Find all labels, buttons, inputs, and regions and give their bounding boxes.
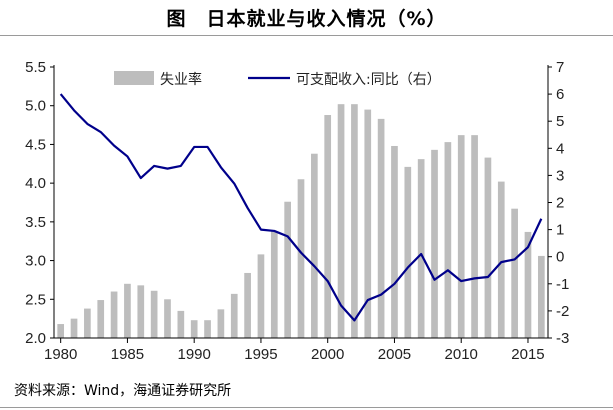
unemployment-bar bbox=[471, 135, 478, 338]
unemployment-bar bbox=[311, 153, 318, 338]
unemployment-bar bbox=[444, 142, 452, 338]
left-tick-label: 3.0 bbox=[25, 253, 46, 270]
unemployment-bar bbox=[391, 145, 398, 338]
unemployment-bar bbox=[284, 201, 291, 338]
unemployment-bar bbox=[110, 291, 118, 338]
unemployment-bar bbox=[364, 109, 372, 338]
unemployment-bar bbox=[190, 320, 198, 338]
legend-swatch-unemployment bbox=[114, 71, 154, 85]
unemployment-bar bbox=[124, 283, 131, 338]
left-tick-label: 2.5 bbox=[25, 291, 46, 308]
left-tick-label: 3.5 bbox=[25, 214, 46, 231]
title-rule bbox=[0, 35, 613, 36]
source-note: 资料来源：Wind，海通证券研究所 bbox=[14, 383, 232, 399]
unemployment-bar bbox=[97, 300, 105, 338]
unemployment-bar bbox=[324, 115, 332, 338]
legend-label-income: 可支配收入:同比（右） bbox=[296, 72, 441, 88]
right-tick-label: 6 bbox=[556, 86, 564, 103]
unemployment-bar bbox=[457, 135, 465, 338]
right-tick-label: 4 bbox=[556, 140, 564, 157]
unemployment-bar bbox=[351, 104, 358, 338]
income-growth-line bbox=[59, 93, 543, 322]
x-tick-label: 1995 bbox=[244, 346, 277, 363]
unemployment-bar bbox=[204, 320, 211, 338]
unemployment-bar bbox=[484, 157, 492, 338]
left-tick-label: 4.0 bbox=[25, 175, 46, 192]
x-tick-label: 1985 bbox=[111, 346, 144, 363]
x-tick-label: 1980 bbox=[44, 346, 77, 363]
unemployment-bar bbox=[377, 118, 385, 338]
unemployment-bar bbox=[217, 309, 225, 338]
unemployment-bar bbox=[511, 208, 518, 338]
unemployment-bar bbox=[230, 293, 238, 338]
right-tick-label: 2 bbox=[556, 195, 564, 212]
unemployment-bar bbox=[497, 181, 505, 338]
unemployment-bar bbox=[417, 159, 425, 338]
unemployment-bar bbox=[431, 149, 438, 338]
right-tick-label: 3 bbox=[556, 167, 564, 184]
x-tick-label: 2010 bbox=[445, 346, 478, 363]
bottom-rule bbox=[0, 407, 613, 408]
right-tick-label: -2 bbox=[556, 303, 569, 320]
right-tick-label: 0 bbox=[556, 249, 564, 266]
right-tick-label: 7 bbox=[556, 59, 564, 76]
right-tick-label: 1 bbox=[556, 222, 564, 239]
unemployment-bar bbox=[270, 231, 278, 338]
unemployment-bar bbox=[150, 290, 158, 338]
unemployment-bar bbox=[70, 318, 78, 338]
unemployment-bar bbox=[164, 299, 171, 338]
unemployment-bar bbox=[57, 324, 65, 338]
unemployment-bar bbox=[137, 285, 145, 338]
right-tick-label: -3 bbox=[556, 330, 569, 347]
left-tick-label: 5.5 bbox=[25, 59, 46, 76]
x-tick-label: 2015 bbox=[511, 346, 544, 363]
x-tick-label: 1990 bbox=[178, 346, 211, 363]
x-tick-label: 2005 bbox=[378, 346, 411, 363]
unemployment-bar bbox=[84, 308, 91, 338]
unemployment-bar bbox=[404, 166, 412, 338]
x-tick-label: 2000 bbox=[311, 346, 344, 363]
unemployment-bar bbox=[244, 272, 251, 338]
right-tick-label: 5 bbox=[556, 113, 564, 130]
chart-title: 图 日本就业与收入情况（%） bbox=[166, 8, 447, 30]
unemployment-bar bbox=[337, 104, 345, 338]
unemployment-bar bbox=[524, 231, 532, 338]
legend-label-unemployment: 失业率 bbox=[160, 71, 202, 88]
unemployment-bar bbox=[177, 310, 185, 338]
unemployment-bar bbox=[297, 179, 305, 338]
right-tick-label: -1 bbox=[556, 276, 569, 293]
left-tick-label: 2.0 bbox=[25, 330, 46, 347]
unemployment-bar bbox=[257, 254, 265, 338]
left-tick-label: 4.5 bbox=[25, 136, 46, 153]
unemployment-bar bbox=[537, 255, 545, 338]
left-tick-label: 5.0 bbox=[25, 98, 46, 115]
